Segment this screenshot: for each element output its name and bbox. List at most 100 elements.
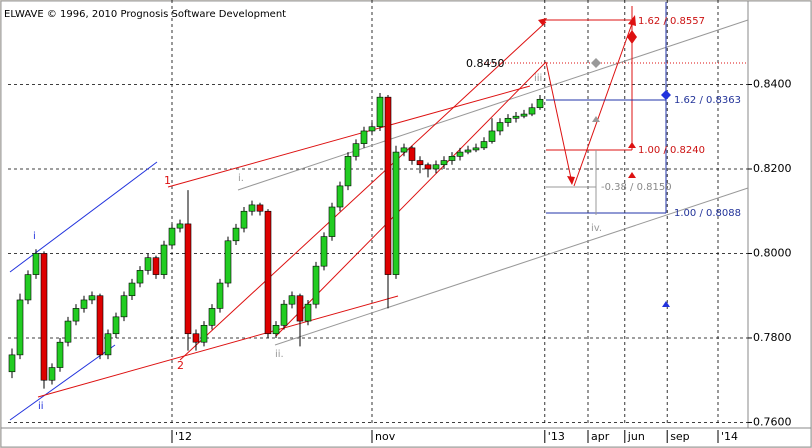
candle-body [152, 257, 160, 275]
marker [627, 30, 637, 44]
candle-body [48, 367, 56, 381]
wave-label: 2 [177, 359, 184, 372]
wave-label: i [33, 231, 36, 242]
channel-line [274, 187, 749, 346]
trend-line [9, 344, 116, 421]
x-tick-label: jun [627, 430, 645, 443]
candle-body [376, 96, 384, 128]
candle-body [464, 149, 472, 153]
candle-body [128, 282, 136, 297]
candle-body [440, 160, 448, 166]
candle-body [488, 130, 496, 142]
x-tick-label: sep [670, 430, 689, 443]
candle-body [24, 274, 32, 301]
arrow-head [538, 18, 547, 26]
candle-body [32, 253, 40, 275]
candle-body [72, 308, 80, 322]
x-tick-label: '14 [721, 430, 738, 443]
candle-body [208, 308, 216, 326]
candle-body [384, 96, 392, 275]
candle-body [360, 130, 368, 144]
candle-body [528, 107, 536, 115]
candle-body [112, 316, 120, 335]
wave-label: ii. [275, 349, 284, 360]
candle-body [512, 115, 520, 119]
candle-body [88, 295, 96, 301]
candle-body [168, 227, 176, 246]
projection-line [573, 17, 635, 187]
candles [8, 92, 544, 389]
wave-lines [9, 2, 749, 421]
candle-body [320, 236, 328, 267]
candle-body [448, 156, 456, 161]
wave-label: i. [238, 173, 244, 184]
x-tick-label: '12 [175, 430, 192, 443]
arrow-head [628, 15, 636, 26]
candle-body [328, 206, 336, 237]
x-tick-label: '13 [548, 430, 565, 443]
candle-body [296, 295, 304, 322]
wave-label: ii [38, 401, 44, 412]
candle-body [400, 147, 408, 153]
fib-label: 1.00 / 0.8088 [674, 208, 741, 219]
candle-body [352, 143, 360, 157]
candle-body [184, 223, 192, 335]
candle-body [280, 303, 288, 326]
candle-body [248, 204, 256, 212]
candle-body [256, 204, 264, 212]
marker [628, 172, 636, 178]
watermark: ELWAVE © 1996, 2010 Prognosis Software D… [4, 9, 286, 20]
marker [661, 90, 671, 100]
candle-body [176, 223, 184, 229]
candle-body [480, 141, 488, 149]
candle-body [456, 151, 464, 157]
candle-body [424, 164, 432, 170]
candle-body [16, 299, 24, 356]
wave-label: iii. [534, 73, 546, 84]
marker [592, 116, 600, 122]
trend-line [167, 85, 531, 188]
level-label: 0.8450 [466, 57, 505, 70]
candle-body [304, 303, 312, 322]
y-tick-label: 0.8400 [753, 77, 792, 90]
x-tick-label: apr [591, 430, 610, 443]
marker [628, 142, 636, 148]
x-tick-label: nov [375, 430, 396, 443]
wave-label: 1 [164, 174, 171, 187]
candle-body [160, 244, 168, 275]
channel-line [237, 19, 749, 191]
candle-body [472, 147, 480, 151]
candle-body [104, 333, 112, 356]
projection-line [275, 61, 547, 337]
y-tick-label: 0.7600 [753, 415, 792, 428]
candle-body [264, 210, 272, 335]
candle-body [408, 147, 416, 161]
candle-body [232, 227, 240, 242]
candle-body [288, 295, 296, 305]
candle-body [496, 122, 504, 132]
candle-body [136, 270, 144, 284]
candle-body [144, 257, 152, 271]
fib-label: -0.38 / 0.8150 [601, 182, 672, 193]
candle-body [64, 320, 72, 343]
candle-body [336, 185, 344, 208]
candle-body [504, 117, 512, 123]
y-tick-label: 0.8000 [753, 246, 792, 259]
candle-body [216, 282, 224, 309]
candle-body [40, 253, 48, 381]
arrow-head [567, 176, 575, 185]
candle-body [96, 295, 104, 356]
candle-body [240, 210, 248, 229]
y-tick-label: 0.8200 [753, 162, 792, 175]
candle-body [8, 354, 16, 373]
candle-body [368, 126, 376, 132]
candle-body [120, 295, 128, 318]
candle-body [200, 324, 208, 343]
candle-body [520, 113, 528, 117]
candle-body [192, 333, 200, 343]
candle-body [272, 324, 280, 335]
candle-body [56, 341, 64, 368]
candle-body [312, 265, 320, 305]
